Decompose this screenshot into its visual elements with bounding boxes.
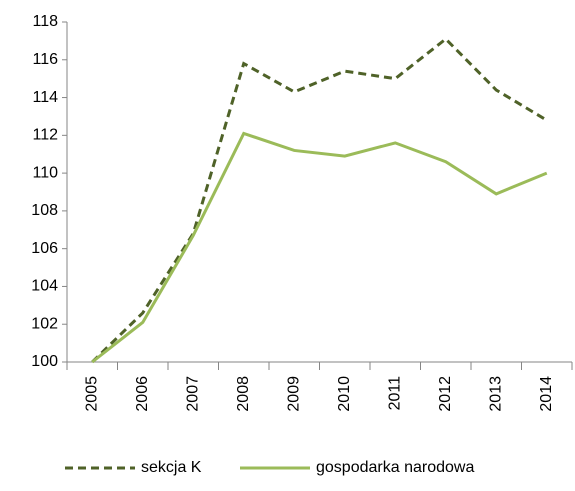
x-tick-label: 2010 [336, 376, 353, 412]
y-tick-label: 102 [31, 315, 58, 332]
y-tick-label: 112 [32, 127, 58, 144]
x-tick-label: 2006 [134, 376, 151, 412]
x-tick-label: 2007 [184, 376, 201, 412]
series-line [91, 131, 548, 364]
legend-label: gospodarka narodowa [316, 459, 474, 476]
x-tick-label: 2011 [386, 376, 403, 411]
x-tick-label: 2005 [83, 376, 100, 412]
y-tick-label: 110 [32, 164, 58, 181]
x-tick-label: 2013 [487, 376, 504, 412]
x-tick-label: 2008 [235, 376, 252, 412]
series-line [91, 36, 548, 364]
x-tick-label: 2009 [285, 376, 302, 412]
legend-label: sekcja K [141, 459, 202, 476]
y-tick-label: 116 [32, 51, 58, 68]
y-tick-label: 118 [32, 13, 58, 30]
y-tick-label: 114 [32, 89, 58, 106]
y-tick-label: 100 [31, 353, 58, 370]
x-tick-label: 2014 [538, 376, 555, 412]
y-tick-label: 108 [31, 202, 58, 219]
x-tick-label: 2012 [437, 376, 454, 412]
y-tick-label: 106 [31, 240, 58, 257]
y-tick-label: 104 [31, 278, 58, 295]
